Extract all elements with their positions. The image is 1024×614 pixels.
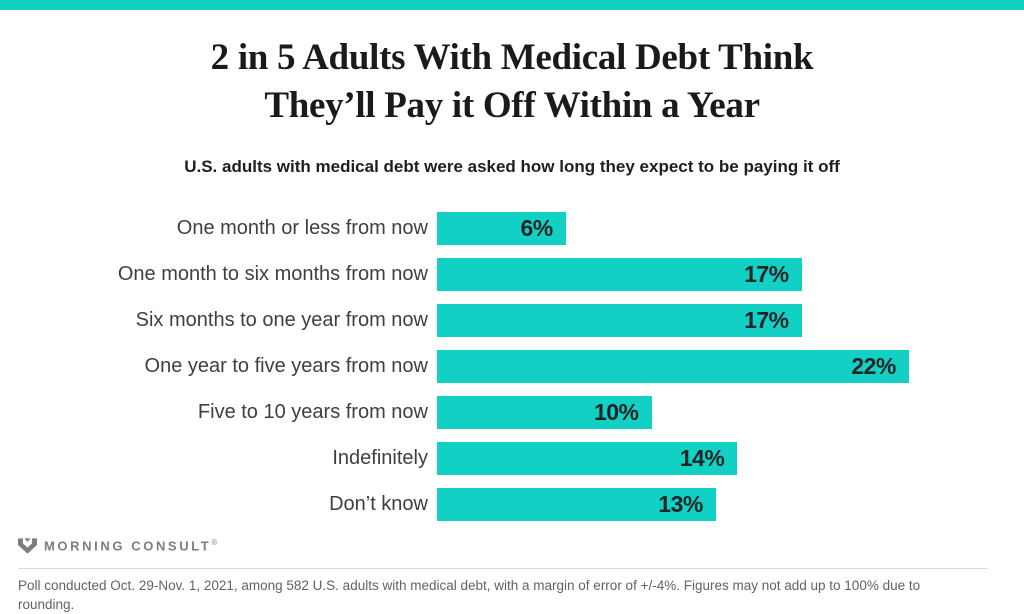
bar: 13% [437,488,716,521]
value-label: 13% [658,491,703,517]
chart-row: One month to six months from now 17% [0,258,1024,291]
bar: 6% [437,212,566,245]
category-label: One month or less from now [176,217,428,239]
value-label: 17% [744,307,789,333]
brand-accent-strip [0,0,1024,10]
value-label: 10% [593,399,639,425]
bar: 22% [437,350,909,383]
value-label: 22% [851,353,896,379]
chart-subtitle: U.S. adults with medical debt were asked… [184,157,840,176]
morning-consult-m-icon [18,538,37,554]
category-label: One month to six months from now [117,263,428,285]
category-label: Indefinitely [332,447,428,469]
value-label: 14% [679,445,725,471]
bar: 17% [437,304,802,337]
footer-divider [18,568,988,569]
category-label: Don’t know [329,493,428,515]
chart-row: Six months to one year from now 17% [0,304,1024,337]
category-label: One year to five years from now [144,355,428,377]
category-label: Five to 10 years from now [197,401,428,423]
bar: 14% [437,442,738,475]
chart-row: One month or less from now 6% [0,212,1024,245]
bar-chart: One month or less from now 6% One month … [0,212,1024,534]
bar: 10% [437,396,652,429]
chart-row: Don’t know 13% [0,488,1024,521]
methodology-footnote: Poll conducted Oct. 29-Nov. 1, 2021, amo… [18,578,921,612]
bar: 17% [437,258,802,291]
value-label: 6% [520,215,553,241]
category-label: Six months to one year from now [135,309,428,331]
chart-row: One year to five years from now 22% [0,350,1024,383]
morning-consult-logo: MORNING CONSULT® [18,538,217,554]
chart-title: 2 in 5 Adults With Medical Debt Think Th… [0,34,1024,130]
trademark-symbol: ® [211,538,218,548]
chart-title-line2: They’ll Pay it Off Within a Year [264,85,760,126]
chart-row: Indefinitely 14% [0,442,1024,475]
logo-wordmark: MORNING CONSULT® [44,538,218,554]
chart-title-line1: 2 in 5 Adults With Medical Debt Think [210,37,814,78]
chart-row: Five to 10 years from now 10% [0,396,1024,429]
value-label: 17% [744,261,789,287]
